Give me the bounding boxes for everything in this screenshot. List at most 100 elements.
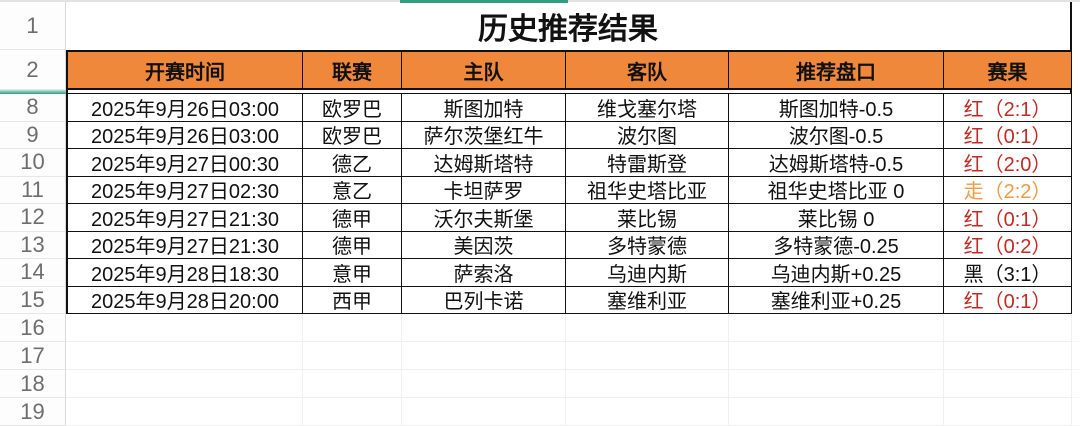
cell-league[interactable]: 意甲 (303, 259, 402, 287)
cell-home-team[interactable]: 斯图加特 (402, 94, 566, 122)
cell-kickoff-time[interactable]: 2025年9月28日18:30 (66, 259, 303, 287)
header-row: 2 开赛时间 联赛 主队 客队 推荐盘口 赛果 (0, 50, 1080, 90)
empty-cell[interactable] (729, 342, 944, 370)
row-header[interactable]: 13 (0, 231, 66, 259)
row-header[interactable]: 17 (0, 342, 66, 370)
cell-away-team[interactable]: 塞维利亚 (566, 286, 729, 314)
cell-recommended-handicap[interactable]: 莱比锡 0 (729, 204, 944, 232)
column-header-result[interactable]: 赛果 (944, 50, 1072, 90)
cell-kickoff-time[interactable]: 2025年9月26日03:00 (66, 121, 303, 149)
cell-recommended-handicap[interactable]: 多特蒙德-0.25 (729, 231, 944, 259)
cell-kickoff-time[interactable]: 2025年9月28日20:00 (66, 286, 303, 314)
cell-kickoff-time[interactable]: 2025年9月26日03:00 (66, 94, 303, 122)
empty-cell[interactable] (66, 370, 303, 398)
cell-result[interactable]: 红（2:1） (944, 94, 1072, 122)
row-header[interactable]: 11 (0, 176, 66, 204)
empty-cell[interactable] (566, 342, 729, 370)
cell-recommended-handicap[interactable]: 达姆斯塔特-0.5 (729, 149, 944, 177)
empty-cell[interactable] (303, 398, 402, 426)
cell-recommended-handicap[interactable]: 斯图加特-0.5 (729, 94, 944, 122)
empty-cell[interactable] (944, 314, 1072, 342)
empty-cell[interactable] (402, 314, 566, 342)
empty-cell[interactable] (1072, 342, 1080, 370)
empty-cell[interactable] (566, 370, 729, 398)
cell-league[interactable]: 德甲 (303, 231, 402, 259)
cell-recommended-handicap[interactable]: 波尔图-0.5 (729, 121, 944, 149)
cell-home-team[interactable]: 巴列卡诺 (402, 286, 566, 314)
cell-home-team[interactable]: 沃尔夫斯堡 (402, 204, 566, 232)
cell-away-team[interactable]: 特雷斯登 (566, 149, 729, 177)
cell-away-team[interactable]: 多特蒙德 (566, 231, 729, 259)
row-header[interactable]: 14 (0, 259, 66, 287)
cell-away-team[interactable]: 祖华史塔比亚 (566, 176, 729, 204)
hidden-rows-indicator[interactable] (0, 90, 66, 94)
row-header[interactable]: 15 (0, 286, 66, 314)
column-header-kickoff-time[interactable]: 开赛时间 (66, 50, 303, 90)
empty-cell[interactable] (402, 398, 566, 426)
cell-league[interactable]: 德乙 (303, 149, 402, 177)
cell-recommended-handicap[interactable]: 塞维利亚+0.25 (729, 286, 944, 314)
empty-cell[interactable] (66, 342, 303, 370)
cell-recommended-handicap[interactable]: 乌迪内斯+0.25 (729, 259, 944, 287)
empty-cell[interactable] (1072, 370, 1080, 398)
empty-cell[interactable] (66, 398, 303, 426)
cell-kickoff-time[interactable]: 2025年9月27日00:30 (66, 149, 303, 177)
cell-result[interactable]: 红（0:1） (944, 204, 1072, 232)
empty-cell[interactable] (402, 370, 566, 398)
empty-cell[interactable] (66, 314, 303, 342)
cell-result[interactable]: 走（2:2） (944, 176, 1072, 204)
cell-home-team[interactable]: 萨索洛 (402, 259, 566, 287)
cell-recommended-handicap[interactable]: 祖华史塔比亚 0 (729, 176, 944, 204)
empty-cell[interactable] (402, 342, 566, 370)
cell-league[interactable]: 西甲 (303, 286, 402, 314)
cell-home-team[interactable]: 美因茨 (402, 231, 566, 259)
empty-cell[interactable] (1072, 398, 1080, 426)
row-header-1[interactable]: 1 (0, 2, 66, 50)
empty-cell[interactable] (729, 314, 944, 342)
row-header[interactable]: 10 (0, 149, 66, 177)
cell-result[interactable]: 红（0:1） (944, 121, 1072, 149)
cell-kickoff-time[interactable]: 2025年9月27日21:30 (66, 231, 303, 259)
column-header-away-team[interactable]: 客队 (566, 50, 729, 90)
column-header-league[interactable]: 联赛 (303, 50, 402, 90)
row-header[interactable]: 8 (0, 94, 66, 122)
row-header-2[interactable]: 2 (0, 50, 66, 90)
cell-home-team[interactable]: 达姆斯塔特 (402, 149, 566, 177)
cell-away-team[interactable]: 莱比锡 (566, 204, 729, 232)
row-header[interactable]: 19 (0, 398, 66, 426)
empty-cell[interactable] (1072, 314, 1080, 342)
cell-league[interactable]: 德甲 (303, 204, 402, 232)
row-header[interactable]: 18 (0, 370, 66, 398)
cell-league[interactable]: 欧罗巴 (303, 94, 402, 122)
row-header[interactable]: 9 (0, 121, 66, 149)
cell-result[interactable]: 红（0:1） (944, 286, 1072, 314)
empty-cell[interactable] (303, 314, 402, 342)
column-header-home-team[interactable]: 主队 (402, 50, 566, 90)
empty-cell[interactable] (303, 342, 402, 370)
row-header[interactable]: 16 (0, 314, 66, 342)
empty-cell[interactable] (566, 314, 729, 342)
empty-cell[interactable] (303, 370, 402, 398)
column-header-recommended-handicap[interactable]: 推荐盘口 (729, 50, 944, 90)
empty-cell[interactable] (944, 342, 1072, 370)
cell-home-team[interactable]: 萨尔茨堡红牛 (402, 121, 566, 149)
cell-kickoff-time[interactable]: 2025年9月27日21:30 (66, 204, 303, 232)
empty-cell[interactable] (944, 370, 1072, 398)
empty-cell[interactable] (729, 398, 944, 426)
row-header[interactable]: 12 (0, 204, 66, 232)
empty-cell[interactable] (944, 398, 1072, 426)
cell-away-team[interactable]: 乌迪内斯 (566, 259, 729, 287)
cell-result[interactable]: 红（2:0） (944, 149, 1072, 177)
empty-cell[interactable] (729, 370, 944, 398)
cell-result[interactable]: 红（0:2） (944, 231, 1072, 259)
cell-away-team[interactable]: 波尔图 (566, 121, 729, 149)
cell-home-team[interactable]: 卡坦萨罗 (402, 176, 566, 204)
page-title[interactable]: 历史推荐结果 (66, 2, 1072, 50)
cell-result[interactable]: 黑（3:1） (944, 259, 1072, 287)
cell-league[interactable]: 意乙 (303, 176, 402, 204)
empty-cell[interactable] (566, 398, 729, 426)
cell-away-team[interactable]: 维戈塞尔塔 (566, 94, 729, 122)
cell-kickoff-time[interactable]: 2025年9月27日02:30 (66, 176, 303, 204)
cell-league[interactable]: 欧罗巴 (303, 121, 402, 149)
